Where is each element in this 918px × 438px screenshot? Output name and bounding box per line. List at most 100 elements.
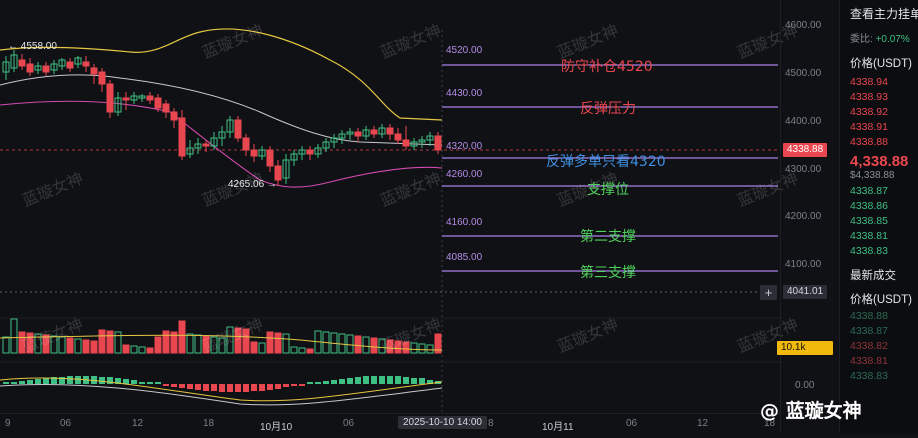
candle-body <box>210 137 218 147</box>
macd-histogram-bar <box>163 384 169 386</box>
macd-histogram-bar <box>371 376 377 384</box>
middle-band-line <box>0 74 443 146</box>
volume-bar <box>250 341 258 354</box>
macd-histogram-bar <box>267 384 273 390</box>
macd-histogram-bar <box>115 378 121 384</box>
macd-histogram-bar <box>75 376 81 384</box>
volume-bar <box>146 347 154 354</box>
macd-histogram-bar <box>179 384 185 388</box>
volume-bar <box>370 337 378 354</box>
candle-body <box>394 133 402 141</box>
volume-bar <box>106 330 114 354</box>
candle-body <box>274 165 282 181</box>
macd-histogram-bar <box>187 384 193 389</box>
volume-bar <box>306 348 314 354</box>
volume-bar <box>242 328 250 354</box>
volume-bar <box>186 333 194 354</box>
candle-body <box>386 127 394 135</box>
price-axis[interactable]: 4600.00 4500.00 4400.00 4300.00 4200.00 … <box>777 0 839 433</box>
bid-row[interactable]: 4338.87 <box>850 185 888 197</box>
macd-histogram-bar <box>3 382 9 384</box>
candle-body <box>266 149 274 167</box>
time-axis[interactable]: 9 06 12 18 10月10 06 8 10月11 06 12 18 202… <box>0 413 780 434</box>
candle-body <box>370 129 378 135</box>
bid-row[interactable]: 4338.85 <box>850 215 888 227</box>
macd-histogram-bar <box>395 376 401 384</box>
macd-histogram-bar <box>171 384 177 387</box>
macd-histogram-bar <box>59 377 65 384</box>
crosshair-time-tag: 2025-10-10 14:00 <box>398 416 487 429</box>
volume-bar <box>178 320 186 354</box>
volume-bar <box>90 340 98 354</box>
high-price-marker: ← 4558.00 <box>8 41 57 52</box>
candle-body <box>66 61 74 69</box>
volume-bar <box>98 329 106 354</box>
trade-row: 4338.88 <box>850 310 888 322</box>
volume-bar <box>362 336 370 354</box>
volume-bar <box>218 337 226 354</box>
time-tick: 10月10 <box>260 422 293 433</box>
ask-row[interactable]: 4338.91 <box>850 121 888 133</box>
candle-body <box>338 133 346 139</box>
trades-price-header: 价格(USDT) <box>850 294 912 306</box>
candlestick-chart[interactable]: 蓝璇女神 蓝璇女神 蓝璇女神 蓝璇女神 蓝璇女神 蓝璇女神 蓝璇女神 蓝璇女神 … <box>0 0 801 433</box>
bid-row[interactable]: 4338.81 <box>850 230 888 242</box>
macd-histogram-bar <box>27 380 33 384</box>
upper-band-line <box>0 28 443 121</box>
candle-body <box>242 137 250 151</box>
macd-histogram-bar <box>251 384 257 391</box>
macd-histogram-bar <box>139 382 145 384</box>
volume-bar <box>130 345 138 354</box>
macd-histogram-bar <box>147 382 153 384</box>
macd-histogram-bar <box>43 378 49 384</box>
time-tick: 06 <box>343 418 355 429</box>
brand-logo: @ 蓝璇女神 <box>760 400 862 422</box>
orderbook-panel: 查看主力挂单 委比: +0.07% 价格(USDT) 4338.94 4338.… <box>839 0 918 433</box>
time-tick: 06 <box>60 418 72 429</box>
macd-histogram-bar <box>91 376 97 384</box>
bid-row[interactable]: 4338.83 <box>850 245 888 257</box>
ask-row[interactable]: 4338.93 <box>850 91 888 103</box>
macd-histogram-bar <box>387 376 393 384</box>
ask-row[interactable]: 4338.92 <box>850 106 888 118</box>
macd-histogram-bar <box>11 382 17 384</box>
bid-row[interactable]: 4338.86 <box>850 200 888 212</box>
level-price-4430: 4430.00 <box>446 88 483 99</box>
candle-body <box>410 141 418 147</box>
macd-histogram-bar <box>259 384 265 391</box>
volume-bar <box>10 318 18 354</box>
level-label-long-entry: 反弹多单只看4320 <box>546 154 666 170</box>
price-tick: 4200.00 <box>785 211 822 222</box>
latest-trades-tab[interactable]: 最新成交 <box>850 270 896 282</box>
macd-histogram-bar <box>307 382 313 384</box>
volume-bar <box>210 336 218 354</box>
level-price-4160: 4160.00 <box>446 217 483 228</box>
candle-body <box>330 137 338 143</box>
volume-bar <box>66 337 74 354</box>
ask-row[interactable]: 4338.94 <box>850 76 888 88</box>
candle-body <box>42 65 50 73</box>
candle-body <box>114 97 122 113</box>
macd-histogram-bar <box>283 384 289 387</box>
candle-body <box>226 119 234 133</box>
volume-bar <box>114 331 122 354</box>
volume-bar <box>2 336 10 354</box>
current-price-tag: 4338.88 <box>783 143 828 157</box>
candle-body <box>426 135 434 141</box>
ask-row[interactable]: 4338.88 <box>850 136 888 148</box>
macd-histogram-bar <box>123 379 129 384</box>
chart-canvas[interactable] <box>0 0 780 433</box>
candle-body <box>402 139 410 147</box>
macd-histogram-bar <box>35 379 41 384</box>
main-orders-link[interactable]: 查看主力挂单 <box>850 7 918 21</box>
price-tick: 4400.00 <box>785 116 822 127</box>
candle-body <box>346 131 354 135</box>
candle-body <box>50 63 58 71</box>
time-tick: 9 <box>5 418 11 429</box>
volume-bar <box>354 335 362 354</box>
volume-bar <box>194 334 202 354</box>
crosshair-add-button[interactable]: + <box>760 285 777 300</box>
candle-body <box>178 117 186 157</box>
candle-body <box>98 71 106 85</box>
candle-body <box>34 65 42 71</box>
